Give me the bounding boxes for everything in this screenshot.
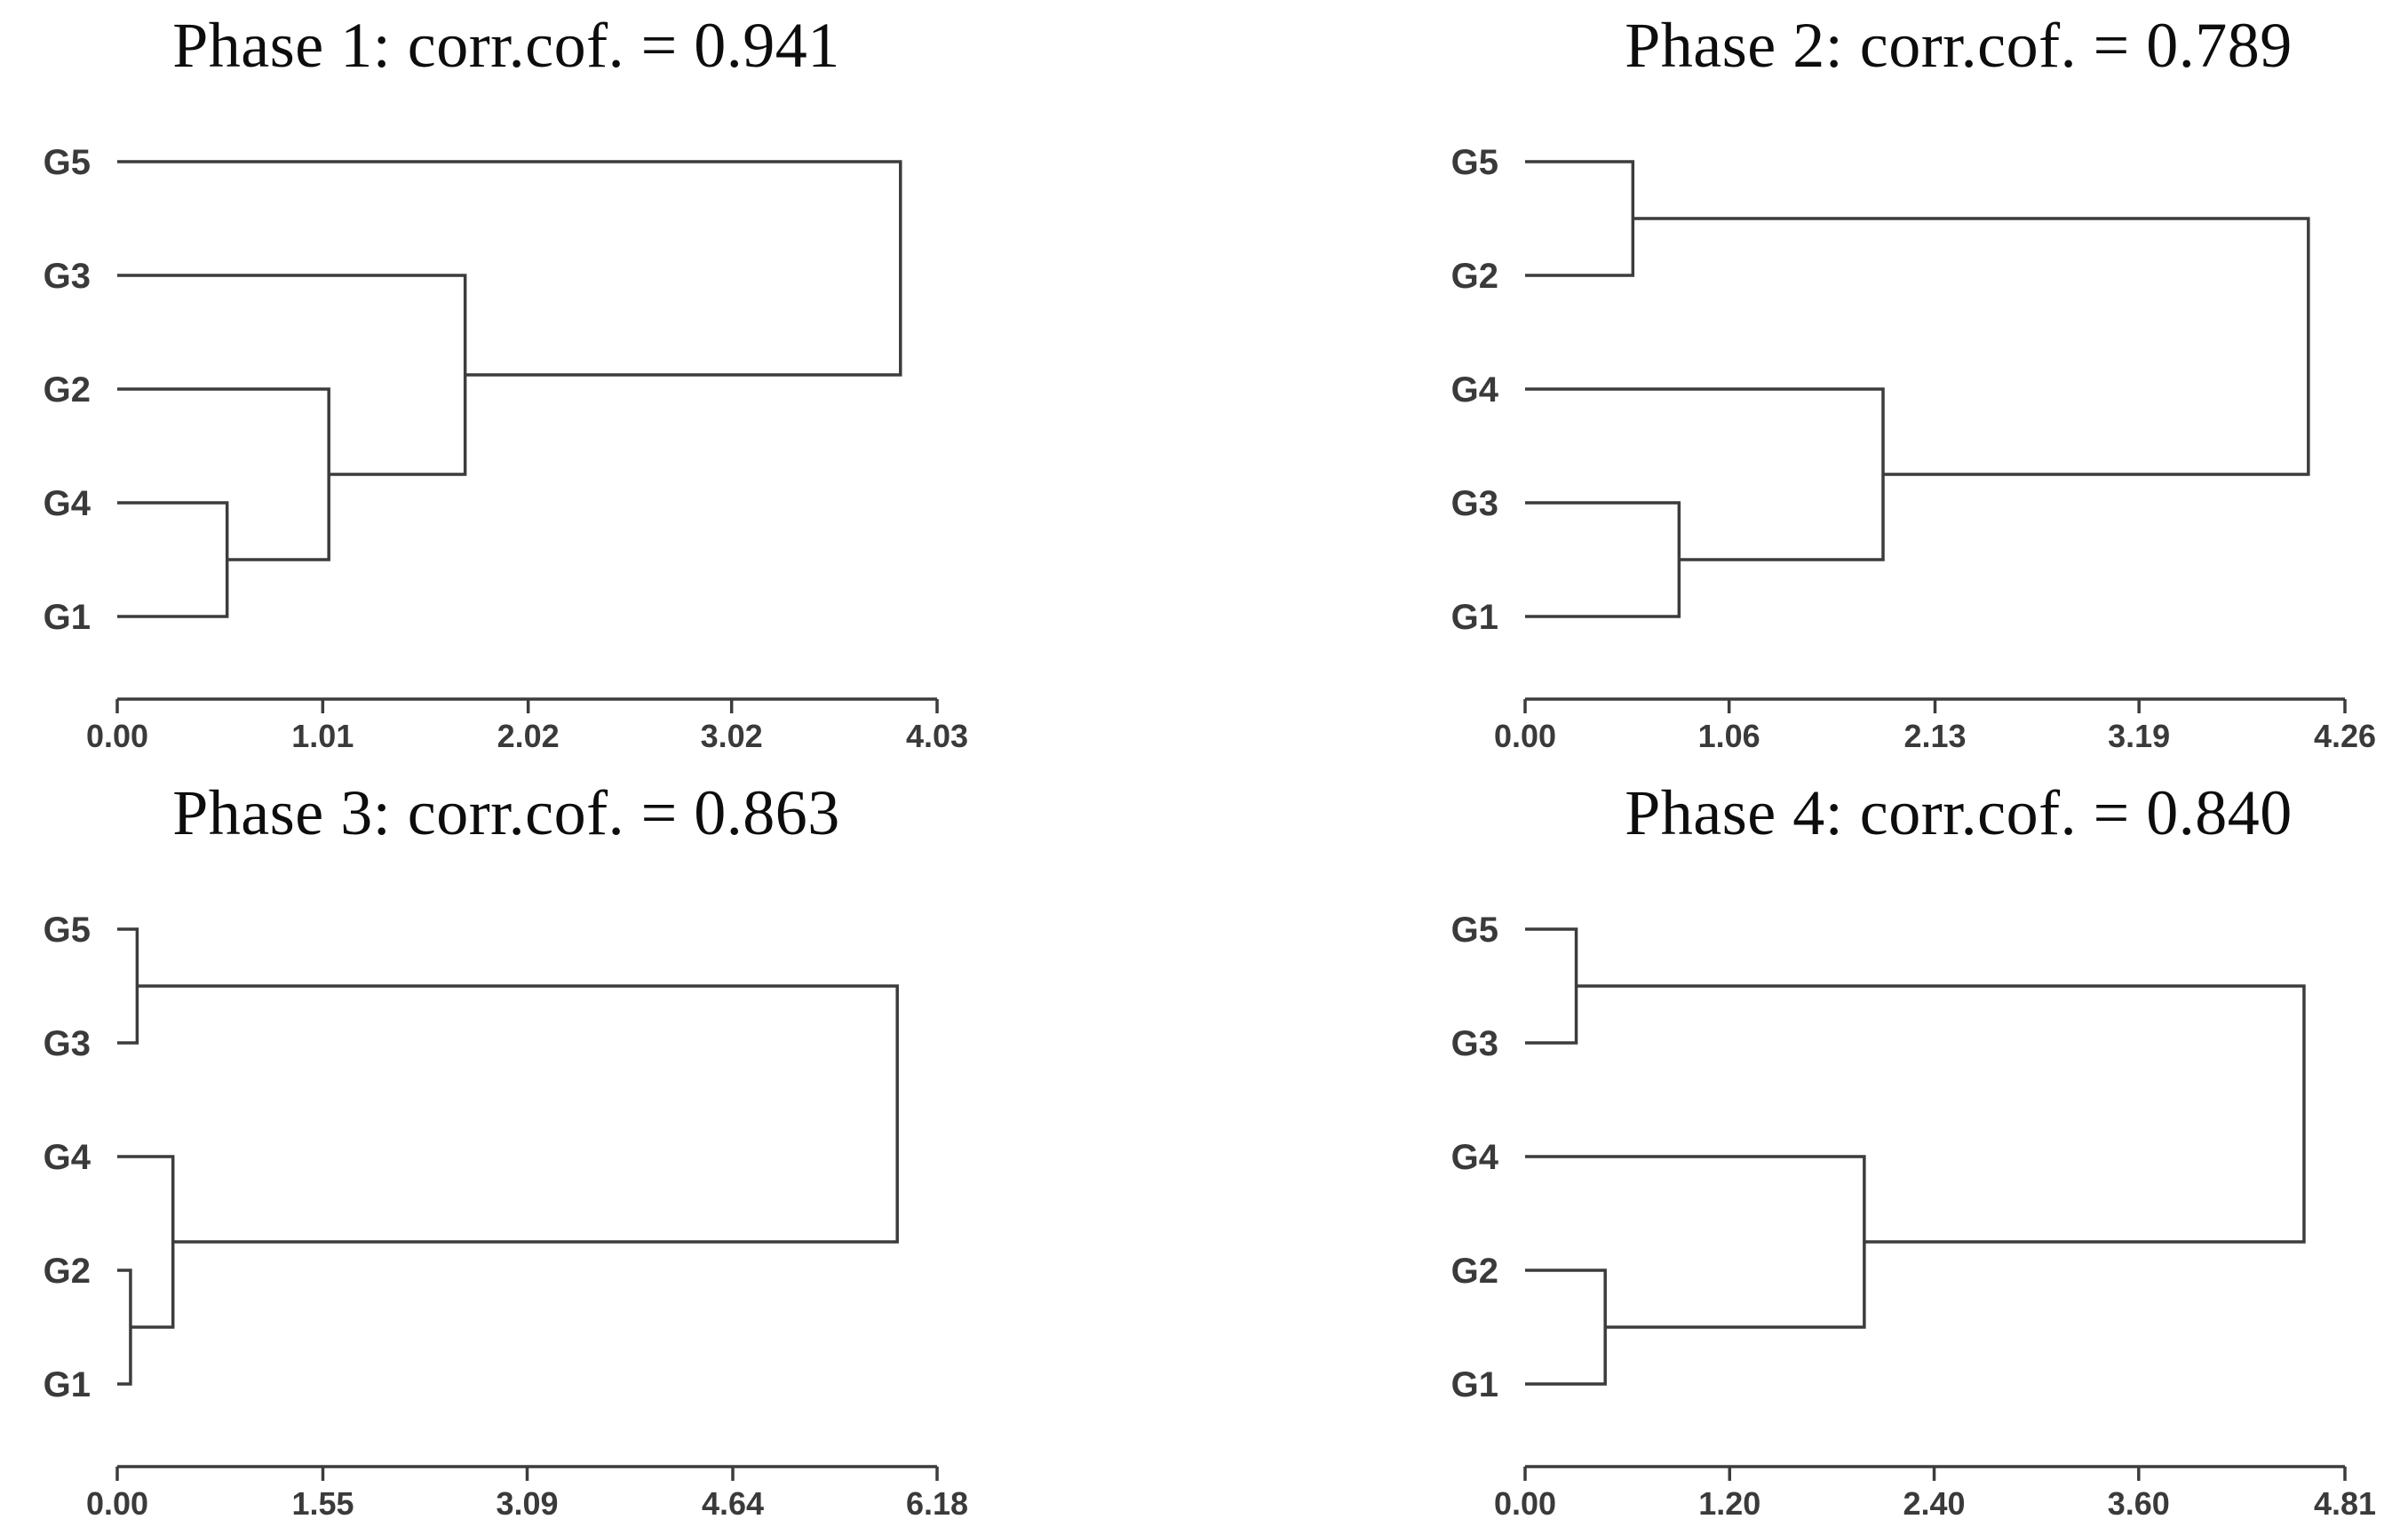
panel-phase-1: Phase 1: corr.cof. = 0.941 G5 G3 G2 G4 G1 0.0… — [0, 0, 1204, 768]
x-axis-tick-label: 3.19 — [2108, 718, 2170, 754]
panel-title-phase-1: Phase 1: corr.cof. = 0.941 — [172, 10, 840, 81]
leaf-label-g1: G1 — [1451, 598, 1498, 637]
dendrogram-branch — [1525, 501, 1681, 618]
leaf-label-g4: G4 — [1451, 370, 1499, 410]
dendrogram-phase-3: G5 G3 G4 G2 G1 0.00 1.55 3.09 4.64 6.18 — [44, 911, 968, 1522]
panel-phase-3: Phase 3: corr.cof. = 0.863 G5 G3 G4 G2 G1 0.0… — [0, 768, 1204, 1535]
x-axis-tick-label: 4.81 — [2314, 1485, 2376, 1522]
leaf-label-g3: G3 — [44, 257, 91, 296]
x-axis-tick-label: 3.09 — [496, 1485, 558, 1522]
x-axis-tick-label: 2.02 — [497, 718, 560, 754]
x-axis-tick-label: 4.03 — [906, 718, 968, 754]
x-axis-tick-label: 6.18 — [906, 1485, 968, 1522]
x-axis-tick-label: 1.01 — [291, 718, 354, 754]
dendrogram-phase-4: G5 G3 G4 G2 G1 0.00 1.20 2.40 3.60 4.81 — [1451, 911, 2376, 1522]
leaf-label-g1: G1 — [44, 1365, 91, 1404]
x-axis-tick-label: 0.00 — [1494, 718, 1556, 754]
x-axis-tick-label: 2.40 — [1903, 1485, 1966, 1522]
dendrogram-branch — [1525, 160, 1635, 277]
panel-phase-4: Phase 4: corr.cof. = 0.840 G5 G3 G4 G2 G1 0.0… — [1204, 768, 2408, 1535]
dendrogram-phase-1: G5 G3 G2 G4 G1 0.00 1.01 2.02 3.02 4.03 — [44, 143, 968, 754]
dendrogram-branch — [1576, 984, 2306, 1244]
dendrogram-branch — [1525, 1269, 1607, 1386]
leaf-label-g5: G5 — [1451, 143, 1498, 182]
dendrogram-branch — [117, 1155, 175, 1329]
x-axis-tick-label: 0.00 — [86, 1485, 148, 1522]
x-axis-tick-label: 3.02 — [701, 718, 763, 754]
dendrogram-branch — [117, 387, 330, 561]
dendrogram-branch — [117, 501, 229, 618]
dendrogram-branch — [1525, 387, 1885, 561]
dendrogram-branch — [117, 927, 139, 1045]
dendrogram-branch — [137, 984, 899, 1244]
x-axis-tick-label: 1.20 — [1698, 1485, 1760, 1522]
x-axis-tick-label: 1.55 — [291, 1485, 354, 1522]
leaf-label-g2: G2 — [44, 370, 91, 410]
panel-title-phase-2: Phase 2: corr.cof. = 0.789 — [1625, 10, 2293, 81]
dendrogram-branch — [117, 274, 467, 476]
dendrogram-branch — [1633, 217, 2310, 476]
leaf-label-g4: G4 — [44, 484, 91, 523]
panel-title-phase-3: Phase 3: corr.cof. = 0.863 — [172, 777, 840, 848]
leaf-label-g2: G2 — [1451, 257, 1498, 296]
x-axis-tick-label: 1.06 — [1698, 718, 1760, 754]
leaf-label-g4: G4 — [44, 1138, 91, 1177]
leaf-label-g2: G2 — [1451, 1252, 1498, 1291]
leaf-label-g1: G1 — [1451, 1365, 1498, 1404]
leaf-label-g4: G4 — [1451, 1138, 1499, 1177]
dendrogram-branch — [117, 160, 902, 377]
leaf-label-g2: G2 — [44, 1252, 91, 1291]
x-axis-tick-label: 3.60 — [2108, 1485, 2170, 1522]
panel-title-phase-4: Phase 4: corr.cof. = 0.840 — [1625, 777, 2293, 848]
leaf-label-g1: G1 — [44, 598, 91, 637]
x-axis-tick-label: 4.64 — [702, 1485, 764, 1522]
leaf-label-g5: G5 — [1451, 911, 1498, 950]
leaf-label-g5: G5 — [44, 143, 91, 182]
dendrogram-branch — [1525, 1155, 1866, 1329]
leaf-label-g3: G3 — [44, 1024, 91, 1063]
dendrogram-branch — [117, 1269, 132, 1386]
leaf-label-g3: G3 — [1451, 484, 1498, 523]
dendrogram-phase-2: G5 G2 G4 G3 G1 0.00 1.06 2.13 3.19 4.26 — [1451, 143, 2376, 754]
leaf-label-g3: G3 — [1451, 1024, 1498, 1063]
panel-phase-2: Phase 2: corr.cof. = 0.789 G5 G2 G4 G3 G1 0.0… — [1204, 0, 2408, 768]
leaf-label-g5: G5 — [44, 911, 91, 950]
x-axis-tick-label: 2.13 — [1903, 718, 1966, 754]
x-axis-tick-label: 4.26 — [2314, 718, 2376, 754]
x-axis-tick-label: 0.00 — [1494, 1485, 1556, 1522]
dendrogram-branch — [1525, 927, 1578, 1045]
x-axis-tick-label: 0.00 — [86, 718, 148, 754]
